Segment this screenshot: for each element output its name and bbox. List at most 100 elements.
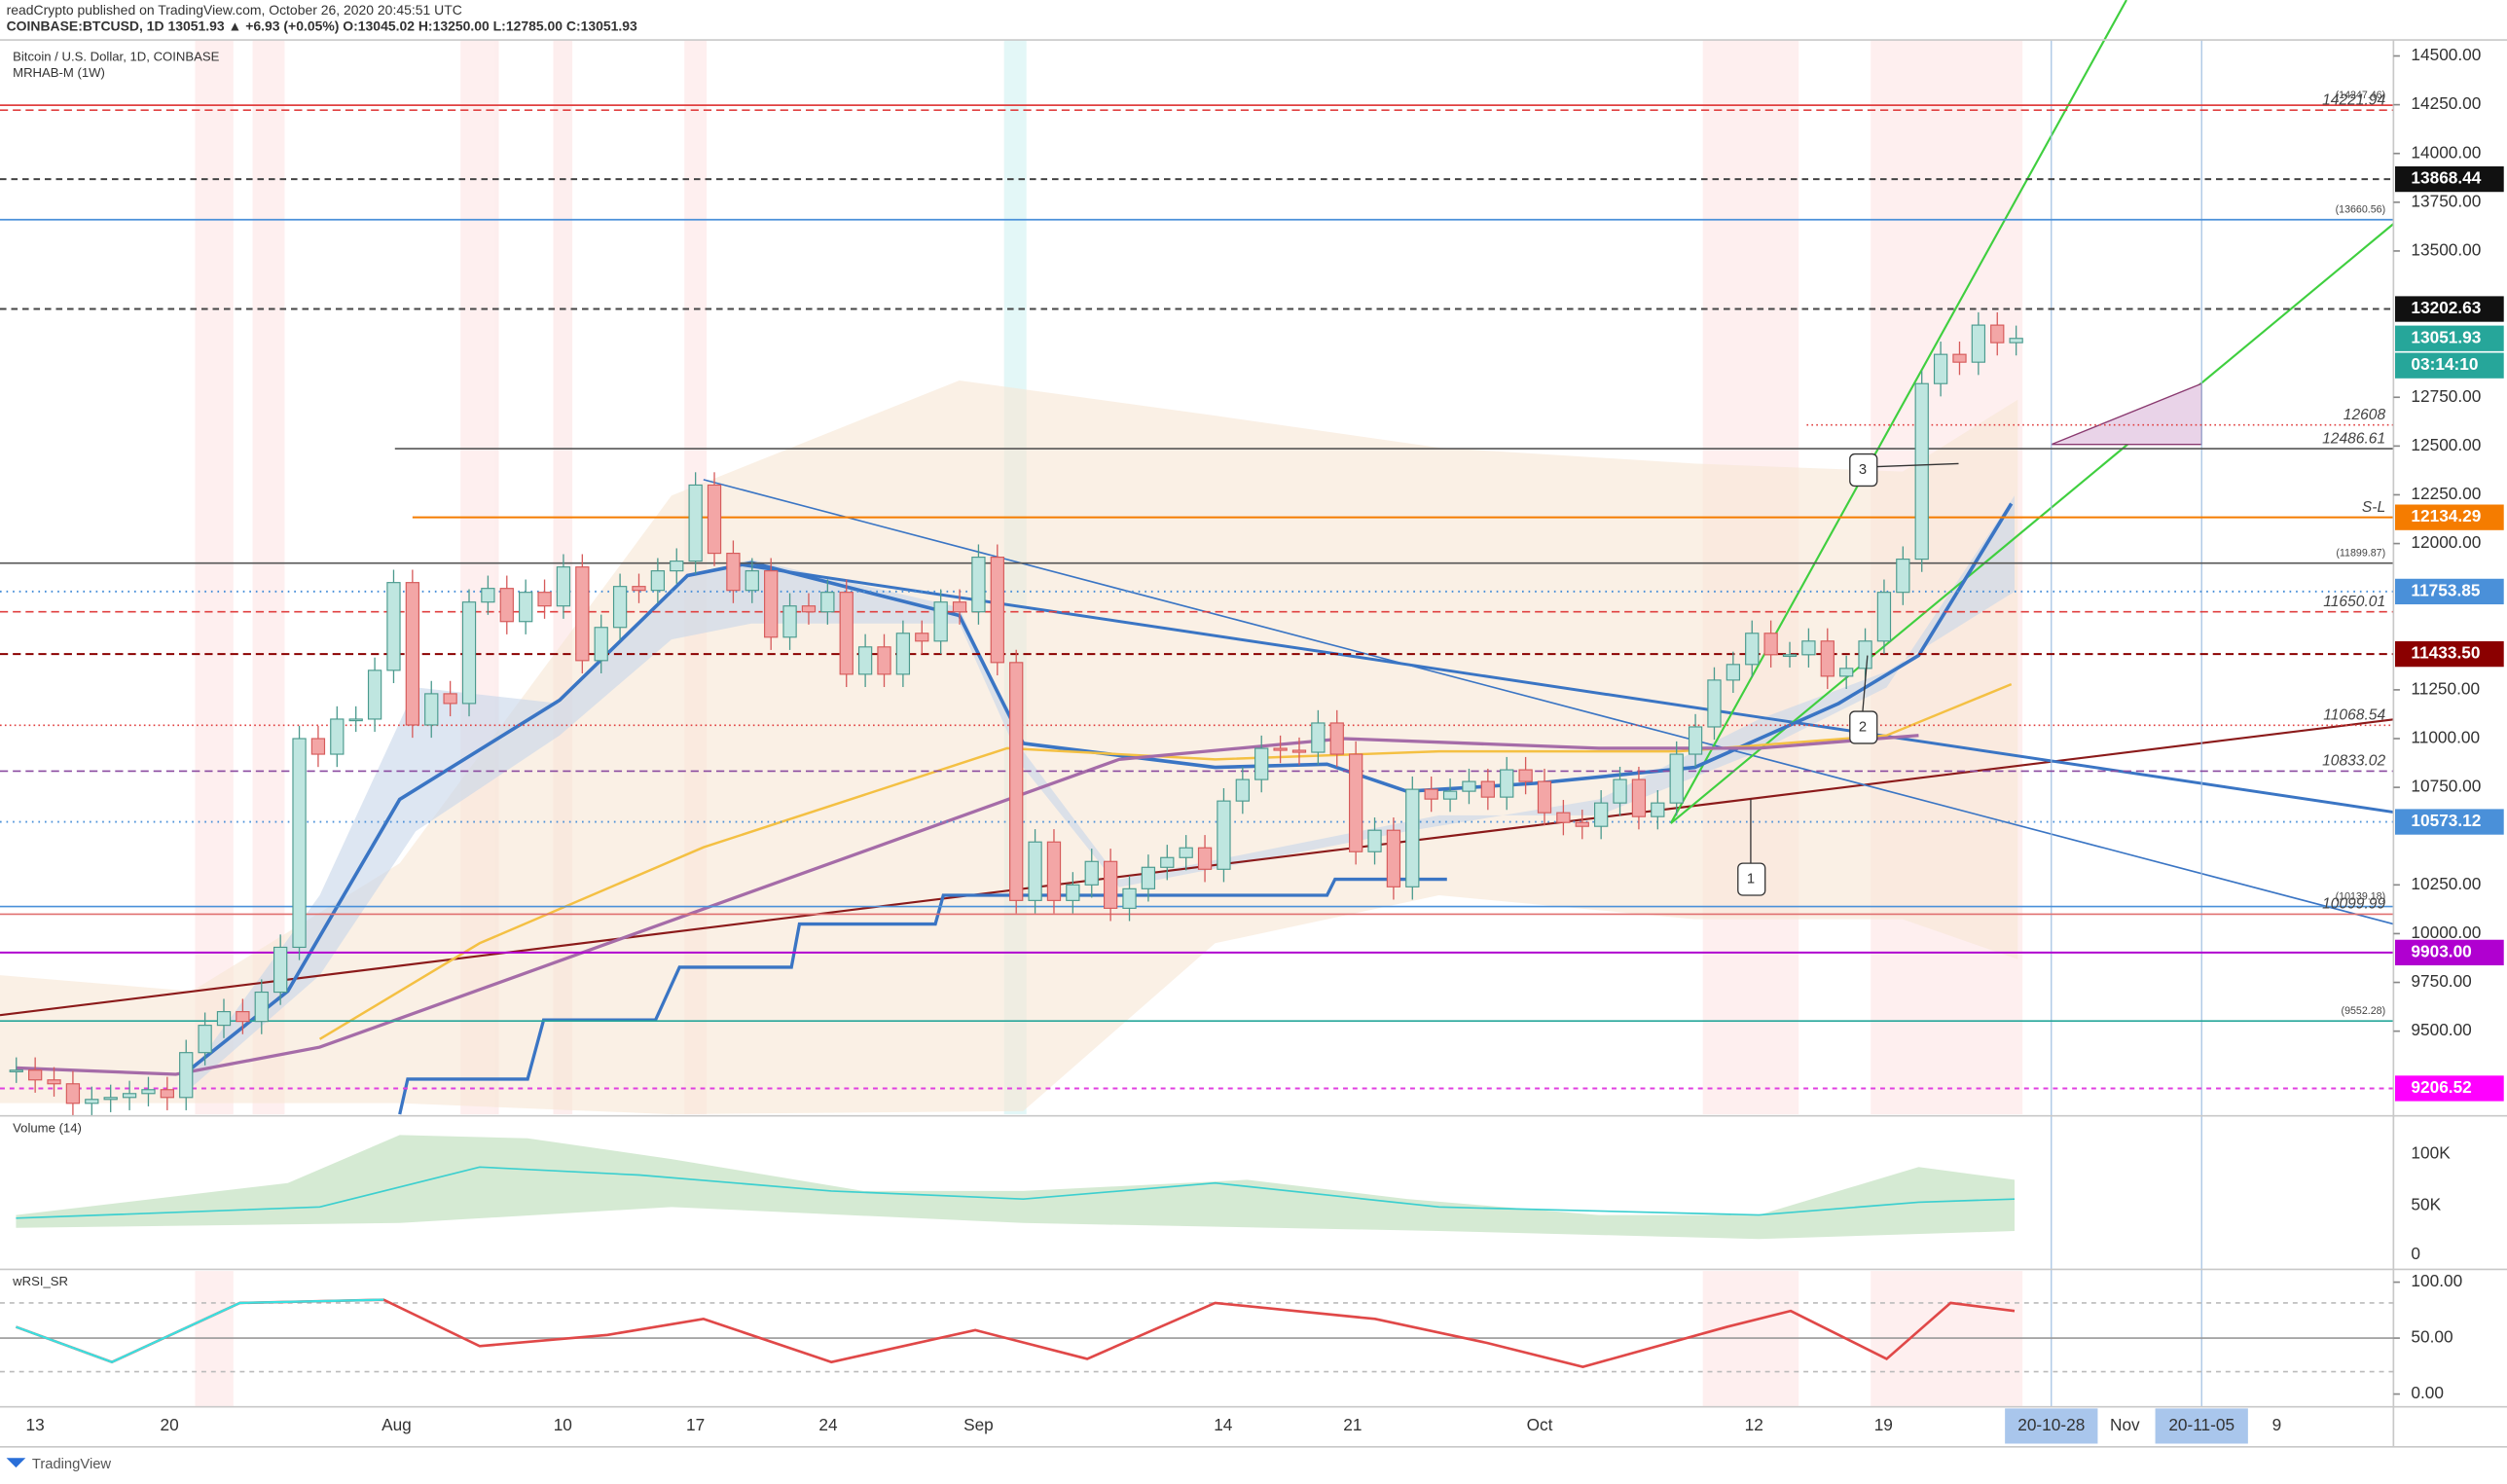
volume-tick-label: 50K [2411,1194,2441,1213]
price-tag-label: 13202.63 [2411,298,2481,317]
time-tick-label: Oct [1527,1415,1553,1434]
indicator: MRHAB-M (1W) [13,65,105,80]
candle [933,601,948,642]
candle [1971,324,1986,363]
symbol: Bitcoin / U.S. Dollar, 1D, COINBASE [13,50,220,64]
price-tick-label: 12500.00 [2411,435,2481,454]
candle [1217,800,1231,870]
candle [801,605,817,613]
candle [1141,866,1156,889]
price-tick-label: 12000.00 [2411,532,2481,552]
time-tick-label: 13 [26,1415,45,1434]
candle [179,1052,194,1099]
candle [1160,856,1175,868]
candle [1745,633,1760,666]
price-tick-label: 14250.00 [2411,93,2481,113]
logo [6,1458,26,1468]
level-label: 14221.94 [2322,91,2385,108]
candle [1669,753,1684,804]
level-label: 10833.02 [2322,753,2385,770]
callouts [1737,452,1959,896]
price-tick-label: 13500.00 [2411,239,2481,259]
level-label: 12486.61 [2322,430,2385,447]
band [192,495,2016,1088]
countdown: 03:14:10 [2411,354,2478,374]
candle [1046,841,1062,901]
price-tag [2395,296,2504,322]
candle [1575,821,1589,827]
candle [254,991,269,1023]
candle [575,566,590,662]
candle [1066,884,1080,901]
candle [386,582,401,671]
volume-cloud [16,1135,2016,1240]
candle [1537,780,1552,814]
candle [952,601,967,613]
candle [1631,778,1647,817]
price-tick-label: 9750.00 [2411,971,2471,991]
candle [1311,722,1326,753]
candle [895,633,911,675]
rsi-line-2 [16,1298,384,1363]
candle [1462,780,1476,792]
candle [707,484,722,555]
candle [1763,633,1778,656]
candle [1707,679,1722,728]
price-tick-label: 12250.00 [2411,484,2481,503]
price-tag-label: 13051.93 [2411,327,2481,346]
candle [764,570,779,638]
time-tick-label: 10 [554,1415,572,1434]
price-tag-label: 11753.85 [2411,580,2480,599]
candle [1197,847,1213,870]
rsi-label: wRSI_SR [12,1274,68,1288]
candle [461,601,477,705]
price-tick-label: 12750.00 [2411,386,2481,406]
level-label: 10099.99 [2322,896,2385,913]
candle [1084,860,1099,886]
price-tag [2395,939,2504,966]
price-tag-label: 9206.52 [2411,1077,2471,1097]
candle [1103,860,1118,909]
candle [2009,338,2023,344]
candle [27,1069,43,1081]
level-label: (13660.56) [2336,204,2386,216]
candles [9,311,2023,1116]
axes: 14500.0014250.0014000.0013750.0013500.00… [26,45,2504,1444]
candle [236,1011,250,1023]
volume-ma [16,1166,2016,1219]
time-tick-label: 17 [686,1415,705,1434]
price-tag [2395,325,2504,351]
candle [519,592,533,623]
candle [405,582,420,726]
candle [820,592,835,613]
price-tick-label: 10000.00 [2411,923,2481,942]
time-tick-label: 12 [1745,1415,1763,1434]
candle [65,1083,81,1104]
volume-tick-label: 0 [2411,1244,2420,1263]
candle [537,592,552,607]
level-label: (10139.18) [2336,890,2386,902]
price-tag [2395,504,2504,530]
time-tick-label: 9 [2272,1415,2282,1434]
candle [1386,829,1401,887]
callout-label: 2 [1859,719,1867,735]
level-label: S-L [2362,499,2385,516]
candle [1273,747,1288,751]
price-tick-label: 14500.00 [2411,45,2481,64]
candle [990,557,1004,664]
time-tick-label: 19 [1874,1415,1893,1434]
time-tick-label: Sep [963,1415,994,1434]
level-label: 12608 [2344,407,2386,423]
candle [85,1099,99,1104]
rsi-tick-label: 0.00 [2411,1383,2444,1402]
candle [1782,654,1798,658]
candle [1896,559,1910,594]
candle [1480,780,1495,798]
candle [1726,664,1741,681]
candle [1990,324,2005,344]
candle [877,646,891,675]
candle [688,484,703,562]
candle [971,557,986,613]
candle [481,588,495,603]
